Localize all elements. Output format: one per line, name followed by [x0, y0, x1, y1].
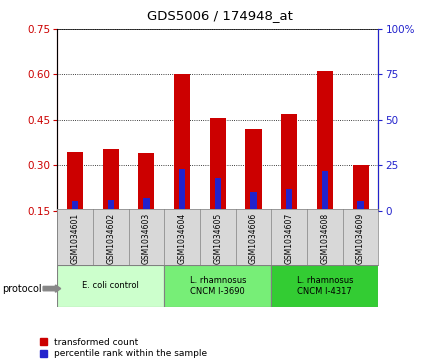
Bar [281, 114, 297, 211]
Text: GSM1034605: GSM1034605 [213, 213, 222, 265]
Bar [57, 265, 164, 307]
Bar [215, 178, 221, 211]
Bar [210, 118, 226, 211]
Bar [286, 189, 293, 211]
Text: GSM1034609: GSM1034609 [356, 213, 365, 265]
Text: L. rhamnosus
CNCM I-3690: L. rhamnosus CNCM I-3690 [190, 276, 246, 295]
Bar [317, 72, 333, 211]
Legend: transformed count, percentile rank within the sample: transformed count, percentile rank withi… [40, 338, 207, 359]
Bar [107, 200, 114, 211]
Text: GDS5006 / 174948_at: GDS5006 / 174948_at [147, 9, 293, 22]
Bar [352, 165, 369, 211]
Text: GSM1034603: GSM1034603 [142, 213, 151, 265]
Bar [67, 152, 83, 211]
Bar [250, 192, 257, 211]
Text: GSM1034602: GSM1034602 [106, 213, 115, 264]
Bar [357, 201, 364, 211]
Bar [103, 148, 119, 211]
Bar [174, 74, 190, 211]
Bar [246, 129, 261, 211]
Bar [72, 201, 78, 211]
Bar [322, 171, 328, 211]
Bar [164, 265, 271, 307]
Text: GSM1034607: GSM1034607 [285, 213, 293, 265]
Text: GSM1034601: GSM1034601 [70, 213, 80, 264]
Bar [271, 265, 378, 307]
Text: GSM1034608: GSM1034608 [320, 213, 330, 264]
Text: GSM1034606: GSM1034606 [249, 213, 258, 265]
Bar [179, 169, 185, 211]
Text: L. rhamnosus
CNCM I-4317: L. rhamnosus CNCM I-4317 [297, 276, 353, 295]
Text: GSM1034604: GSM1034604 [178, 213, 187, 265]
Bar [139, 153, 154, 211]
Text: protocol: protocol [2, 284, 42, 294]
Text: E. coli control: E. coli control [82, 281, 139, 290]
Bar [143, 198, 150, 211]
